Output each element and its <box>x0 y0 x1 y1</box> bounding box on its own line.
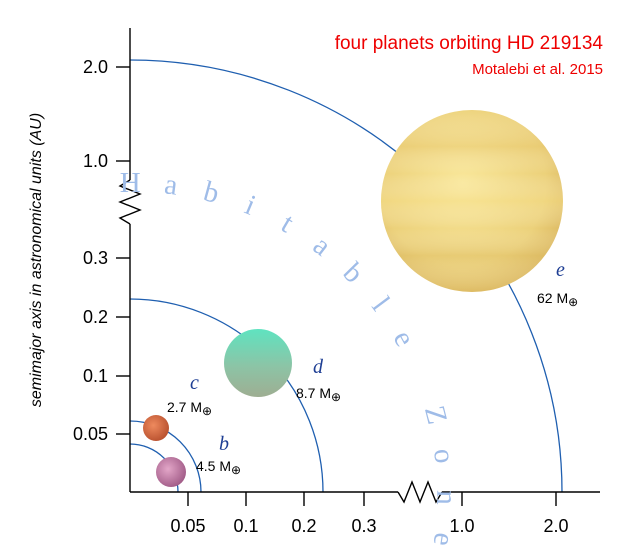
planet-b-letter: b <box>219 433 229 455</box>
y-axis-label: semimajor axis in astronomical units (AU… <box>28 113 45 407</box>
habitable-zone-letter: e <box>427 531 461 549</box>
planet-e-letter: e <box>556 259 565 281</box>
planet-c-letter: c <box>190 372 199 394</box>
y-tick-label-0.2: 0.2 <box>83 307 108 327</box>
planet-d <box>224 329 292 397</box>
habitable-zone-letter: o <box>427 447 460 465</box>
habitable-zone-letter: i <box>240 189 260 222</box>
habitable-zone-letter: l <box>365 291 395 317</box>
planet-e-mass: 62 M⊕ <box>537 290 578 309</box>
x-tick-label-0.05: 0.05 <box>170 516 205 536</box>
habitable-zone-letter: a <box>307 229 337 262</box>
x-tick-label-0.1: 0.1 <box>233 516 258 536</box>
habitable-zone-letter: t <box>276 207 299 239</box>
planet-b-mass: 4.5 M⊕ <box>196 458 241 477</box>
habitable-zone-letter: H <box>120 167 141 199</box>
y-axis <box>118 28 142 492</box>
orbit-c <box>129 420 202 493</box>
x-tick-label-0.2: 0.2 <box>291 516 316 536</box>
x-tick-label-2.0: 2.0 <box>543 516 568 536</box>
habitable-zone-letter: e <box>387 325 421 352</box>
y-ticks <box>116 66 130 435</box>
y-tick-label-0.05: 0.05 <box>73 424 108 444</box>
planet-c <box>143 415 169 441</box>
subtitle: Motalebi et al. 2015 <box>472 61 603 78</box>
habitable-zone-letter: b <box>200 175 222 210</box>
x-ticks <box>187 492 557 506</box>
planet-c-mass: 2.7 M⊕ <box>167 399 212 418</box>
habitable-zone-letter: a <box>163 168 180 201</box>
title: four planets orbiting HD 219134 <box>335 33 604 54</box>
planet-e <box>381 110 563 292</box>
x-axis <box>130 480 600 504</box>
planet-b <box>156 457 186 487</box>
planet-d-letter: d <box>313 356 324 378</box>
y-tick-labels: 2.0 1.0 0.3 0.2 0.1 0.05 <box>73 57 108 444</box>
habitable-zone-letter: n <box>430 490 462 506</box>
y-tick-label-0.3: 0.3 <box>83 248 108 268</box>
planet-d-mass: 8.7 M⊕ <box>296 385 341 404</box>
habitable-zone-letter: Z <box>418 403 453 428</box>
habitable-zone-letter: b <box>337 257 370 290</box>
y-tick-label-0.1: 0.1 <box>83 366 108 386</box>
y-tick-label-1.0: 1.0 <box>83 151 108 171</box>
x-tick-label-0.3: 0.3 <box>351 516 376 536</box>
y-tick-label-2.0: 2.0 <box>83 57 108 77</box>
x-tick-labels: 0.05 0.1 0.2 0.3 1.0 2.0 <box>170 516 568 536</box>
x-tick-label-1.0: 1.0 <box>449 516 474 536</box>
